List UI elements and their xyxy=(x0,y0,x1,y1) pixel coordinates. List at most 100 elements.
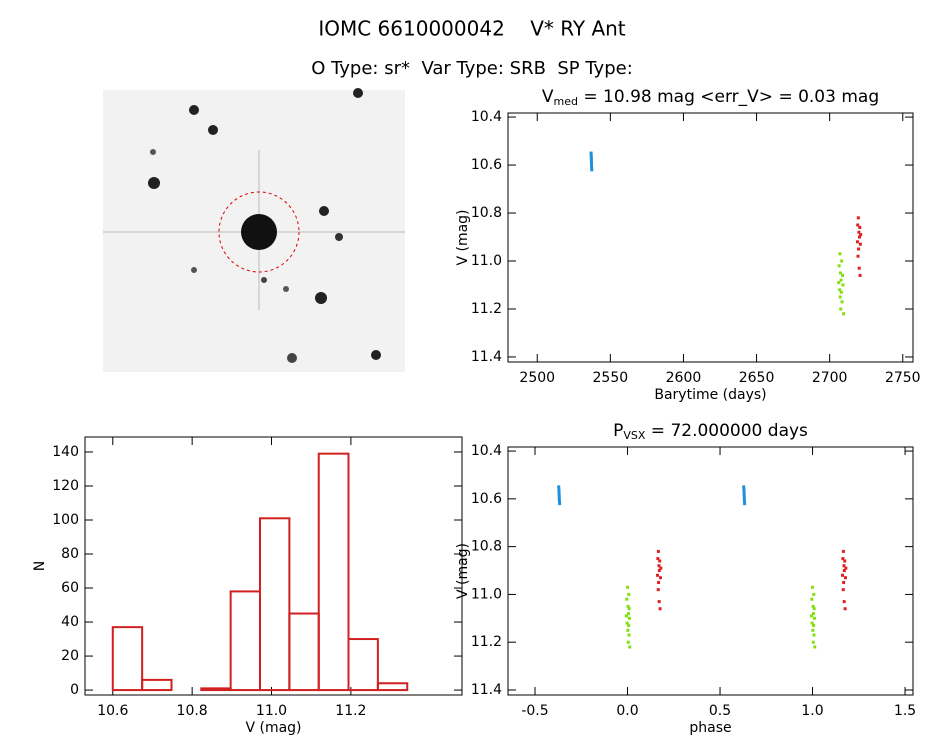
point xyxy=(656,557,660,561)
title-sub: VSX xyxy=(623,429,646,442)
star xyxy=(148,177,160,189)
point xyxy=(655,573,659,577)
y-tick-label: 11.4 xyxy=(471,349,502,365)
star xyxy=(335,233,343,241)
point xyxy=(626,604,630,608)
title-sub: med xyxy=(554,95,578,108)
point xyxy=(857,230,861,234)
page-title: IOMC 6610000042 V* RY Ant xyxy=(318,17,625,41)
histogram-bar xyxy=(259,517,291,692)
point xyxy=(842,564,846,568)
point xyxy=(856,254,860,258)
point xyxy=(627,616,631,620)
point xyxy=(857,266,861,270)
title-rest: = 10.98 mag <err_V> = 0.03 mag xyxy=(578,87,879,107)
point xyxy=(625,597,629,601)
point xyxy=(589,158,593,162)
point xyxy=(810,597,814,601)
x-tick-label: 10.6 xyxy=(97,703,128,719)
point xyxy=(810,621,814,625)
point xyxy=(811,628,815,632)
title-main: V xyxy=(542,87,554,107)
star xyxy=(319,206,329,216)
point xyxy=(658,607,662,611)
point xyxy=(811,612,815,616)
y-tick-label: 10.6 xyxy=(471,491,502,507)
point xyxy=(742,487,746,491)
point xyxy=(589,151,593,155)
point xyxy=(557,490,561,494)
point xyxy=(837,281,841,285)
title-main: P xyxy=(613,421,623,441)
y-tick-label: 140 xyxy=(52,444,79,460)
point xyxy=(658,559,662,563)
x-tick-label: 11.2 xyxy=(335,703,366,719)
x-tick-label: 2600 xyxy=(666,370,702,386)
point xyxy=(841,588,845,592)
point xyxy=(557,487,561,491)
point xyxy=(809,614,813,618)
point xyxy=(589,156,593,160)
page-subtitle: O Type: sr* Var Type: SRB SP Type: xyxy=(311,58,633,79)
point xyxy=(838,271,842,275)
point xyxy=(841,557,845,561)
point xyxy=(856,223,860,227)
y-axis-label: N xyxy=(32,561,48,571)
point xyxy=(838,295,842,299)
star xyxy=(371,350,381,360)
point xyxy=(840,300,844,304)
point xyxy=(742,494,746,498)
y-tick-label: 60 xyxy=(61,580,79,596)
plot-frame xyxy=(507,112,914,363)
point xyxy=(843,559,847,563)
point xyxy=(742,492,746,496)
point xyxy=(557,492,561,496)
point xyxy=(626,628,630,632)
point xyxy=(859,233,863,237)
x-tick-label: 1.0 xyxy=(801,703,823,719)
point xyxy=(812,607,816,611)
point xyxy=(842,312,846,316)
star xyxy=(208,125,218,135)
star xyxy=(353,88,363,98)
star xyxy=(287,353,297,363)
point xyxy=(839,278,843,282)
point xyxy=(626,640,630,644)
y-tick-label: 10.8 xyxy=(471,205,502,221)
point xyxy=(589,153,593,157)
chart-title: Vmed = 10.98 mag <err_V> = 0.03 mag xyxy=(542,87,879,108)
star xyxy=(283,286,289,292)
point xyxy=(811,585,815,589)
x-tick-label: 2700 xyxy=(812,370,848,386)
x-tick-label: 10.8 xyxy=(177,703,208,719)
x-tick-label: -0.5 xyxy=(521,703,548,719)
point xyxy=(857,247,861,251)
x-axis-label: Barytime (days) xyxy=(654,387,766,403)
point xyxy=(842,600,846,604)
point xyxy=(812,633,816,637)
x-tick-label: 1.5 xyxy=(894,703,916,719)
y-axis-label: V (mag) xyxy=(455,209,471,265)
point xyxy=(657,580,661,584)
point xyxy=(624,614,628,618)
star xyxy=(191,267,197,273)
point xyxy=(855,240,859,244)
point xyxy=(627,633,631,637)
point xyxy=(838,252,842,256)
y-axis-label: V (mag) xyxy=(455,543,471,599)
star xyxy=(150,149,156,155)
y-tick-label: 80 xyxy=(61,546,79,562)
y-tick-label: 11.0 xyxy=(471,253,502,269)
point xyxy=(626,585,630,589)
point xyxy=(841,573,845,577)
point xyxy=(812,616,816,620)
x-tick-label: 2750 xyxy=(885,370,921,386)
point xyxy=(842,569,846,573)
star xyxy=(189,105,199,115)
point xyxy=(843,607,847,611)
title-rest: = 72.000000 days xyxy=(645,421,808,441)
point xyxy=(742,490,746,494)
star xyxy=(315,292,327,304)
point xyxy=(841,549,845,553)
